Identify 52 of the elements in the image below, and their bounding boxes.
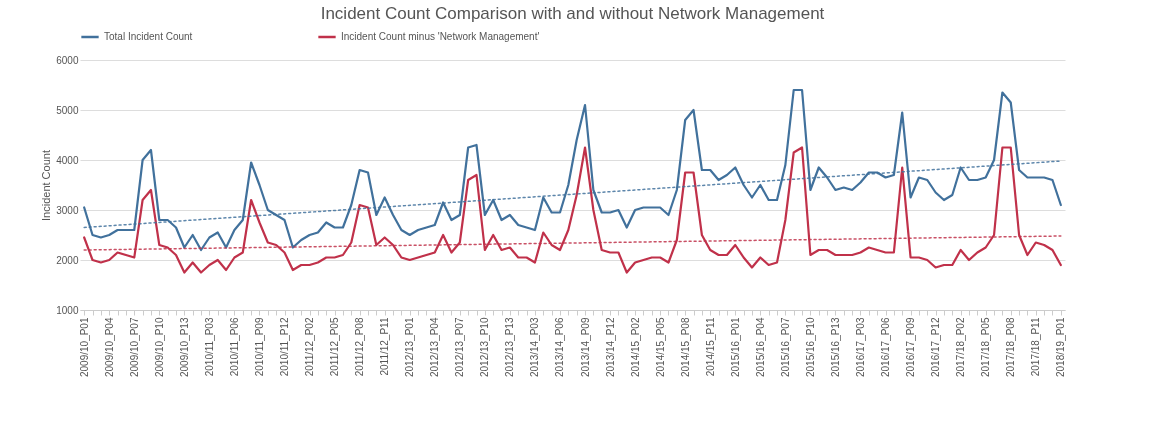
- x-tick-label: 2012/13_P04: [429, 317, 441, 378]
- x-tick-label: 2013/14_P09: [579, 317, 591, 378]
- x-tick-label: 2010/11_P06: [228, 317, 240, 377]
- x-tick-label: 2009/10_P01: [78, 317, 90, 378]
- x-tick-label: 2011/12_P02: [304, 317, 316, 377]
- y-tick-label: 3000: [56, 204, 79, 216]
- x-tick-label: 2010/11_P03: [203, 317, 215, 377]
- x-tick-label: 2013/14_P12: [604, 317, 616, 378]
- x-tick-label: 2015/16_P10: [804, 317, 816, 378]
- x-tick-label: 2016/17_P12: [930, 317, 942, 378]
- x-tick-label: 2011/12_P08: [354, 317, 366, 377]
- x-tick-label: 2015/16_P04: [754, 317, 766, 378]
- x-tick-label: 2017/18_P11: [1030, 317, 1042, 377]
- x-tick-label: 2011/12_P11: [379, 317, 391, 376]
- x-tick-label: 2014/15_P02: [629, 317, 641, 378]
- x-tick-label: 2010/11_P09: [253, 317, 265, 377]
- line-series: [83, 146, 1062, 274]
- x-tick-label: 2011/12_P05: [329, 317, 341, 377]
- x-tick-label: 2012/13_P01: [404, 317, 416, 378]
- x-tick-label: 2009/10_P10: [153, 317, 165, 378]
- legend-label: Total Incident Count: [104, 31, 193, 42]
- x-tick-label: 2014/15_P08: [679, 317, 691, 378]
- x-tick-label: 2015/16_P07: [779, 317, 791, 378]
- y-tick-label: 2000: [56, 254, 79, 266]
- x-tick-label: 2013/14_P06: [554, 317, 566, 378]
- x-tick-label: 2014/15_P05: [654, 317, 666, 378]
- x-tick-label: 2017/18_P08: [1005, 317, 1017, 378]
- legend-label: Incident Count minus 'Network Management': [341, 31, 540, 42]
- x-tick-label: 2009/10_P07: [128, 317, 140, 378]
- x-tick-label: 2016/17_P06: [880, 317, 892, 378]
- x-tick-label: 2018/19_P01: [1055, 317, 1067, 378]
- x-tick-label: 2016/17_P03: [854, 317, 866, 378]
- line-series: [83, 88, 1062, 252]
- x-tick-label: 2009/10_P04: [103, 317, 115, 378]
- chart-title: Incident Count Comparison with and without Network Management: [320, 4, 825, 23]
- x-tick-label: 2016/17_P09: [905, 317, 917, 378]
- y-tick-label: 5000: [56, 104, 79, 116]
- x-tick-label: 2009/10_P13: [178, 317, 190, 378]
- y-tick-label: 6000: [56, 54, 79, 66]
- x-tick-label: 2010/11_P12: [279, 317, 291, 377]
- y-tick-label: 4000: [56, 154, 79, 166]
- x-tick-label: 2012/13_P13: [504, 317, 516, 378]
- x-tick-label: 2013/14_P03: [529, 317, 541, 378]
- x-tick-label: 2012/13_P10: [479, 317, 491, 378]
- y-tick-label: 1000: [56, 304, 79, 316]
- x-tick-label: 2014/15_P11: [704, 317, 716, 377]
- x-tick-label: 2015/16_P01: [729, 317, 741, 378]
- y-axis-title: Incident Count: [40, 150, 53, 221]
- x-tick-label: 2017/18_P05: [980, 317, 992, 378]
- x-tick-label: 2012/13_P07: [454, 317, 466, 378]
- x-tick-label: 2017/18_P02: [955, 317, 967, 378]
- x-tick-label: 2015/16_P13: [829, 317, 841, 378]
